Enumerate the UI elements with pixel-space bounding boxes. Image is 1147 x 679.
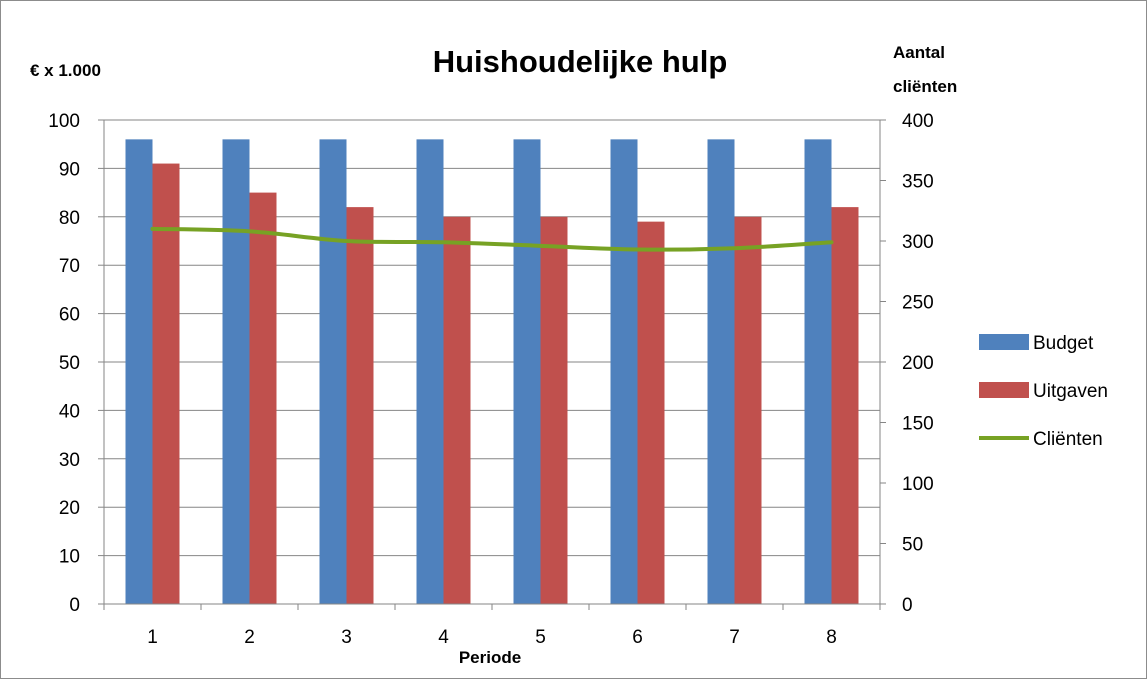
bar-uitgaven [346, 207, 374, 604]
bar-uitgaven [637, 221, 665, 604]
y-tick-label: 10 [59, 547, 80, 568]
x-tick-label: 8 [826, 627, 837, 648]
x-tick-label: 7 [729, 627, 740, 648]
bar-budget [707, 139, 735, 605]
legend-label: Uitgaven [1033, 381, 1108, 402]
y-axis-label: € x 1.000 [30, 61, 101, 80]
bar-budget [610, 139, 638, 605]
y-tick-label: 100 [48, 111, 80, 132]
y-tick-label: 50 [59, 353, 80, 374]
bar-uitgaven [831, 207, 859, 604]
x-tick-label: 4 [438, 627, 449, 648]
y2-axis-label-line1: Aantal [893, 43, 945, 62]
y-tick-label: 0 [69, 595, 80, 616]
y-tick-label: 70 [59, 256, 80, 277]
y2-tick-label: 0 [902, 595, 913, 616]
y-tick-label: 60 [59, 305, 80, 326]
bar-uitgaven [734, 216, 762, 605]
bar-uitgaven [152, 163, 180, 604]
x-tick-label: 6 [632, 627, 643, 648]
legend-swatch-uitgaven [979, 382, 1029, 398]
x-axis-label: Periode [459, 648, 521, 667]
bar-budget [513, 139, 541, 605]
y-tick-label: 30 [59, 450, 80, 471]
bar-uitgaven [443, 216, 471, 605]
y-tick-label: 80 [59, 208, 80, 229]
x-tick-label: 3 [341, 627, 352, 648]
y2-tick-label: 350 [902, 172, 934, 193]
y2-tick-label: 400 [902, 111, 934, 132]
legend-swatch-budget [979, 334, 1029, 350]
y-tick-label: 90 [59, 159, 80, 180]
x-tick-label: 2 [244, 627, 255, 648]
bar-budget [319, 139, 347, 605]
y2-tick-label: 200 [902, 353, 934, 374]
y2-tick-label: 50 [902, 535, 923, 556]
legend-label: Budget [1033, 333, 1094, 354]
y2-tick-label: 250 [902, 293, 934, 314]
bar-budget [416, 139, 444, 605]
bar-uitgaven [540, 216, 568, 605]
x-tick-label: 5 [535, 627, 546, 648]
legend-label: Cliënten [1033, 429, 1103, 450]
y2-tick-label: 100 [902, 474, 934, 495]
x-tick-label: 1 [147, 627, 158, 648]
bar-budget [125, 139, 153, 605]
y2-tick-label: 300 [902, 232, 934, 253]
y-tick-label: 40 [59, 401, 80, 422]
bar-budget [804, 139, 832, 605]
y-tick-label: 20 [59, 498, 80, 519]
y2-tick-label: 150 [902, 414, 934, 435]
chart-title: Huishoudelijke hulp [433, 44, 728, 79]
line-clienten [150, 226, 834, 252]
y2-axis-label-line2: cliënten [893, 77, 957, 96]
bar-uitgaven [249, 192, 277, 604]
bar-budget [222, 139, 250, 605]
